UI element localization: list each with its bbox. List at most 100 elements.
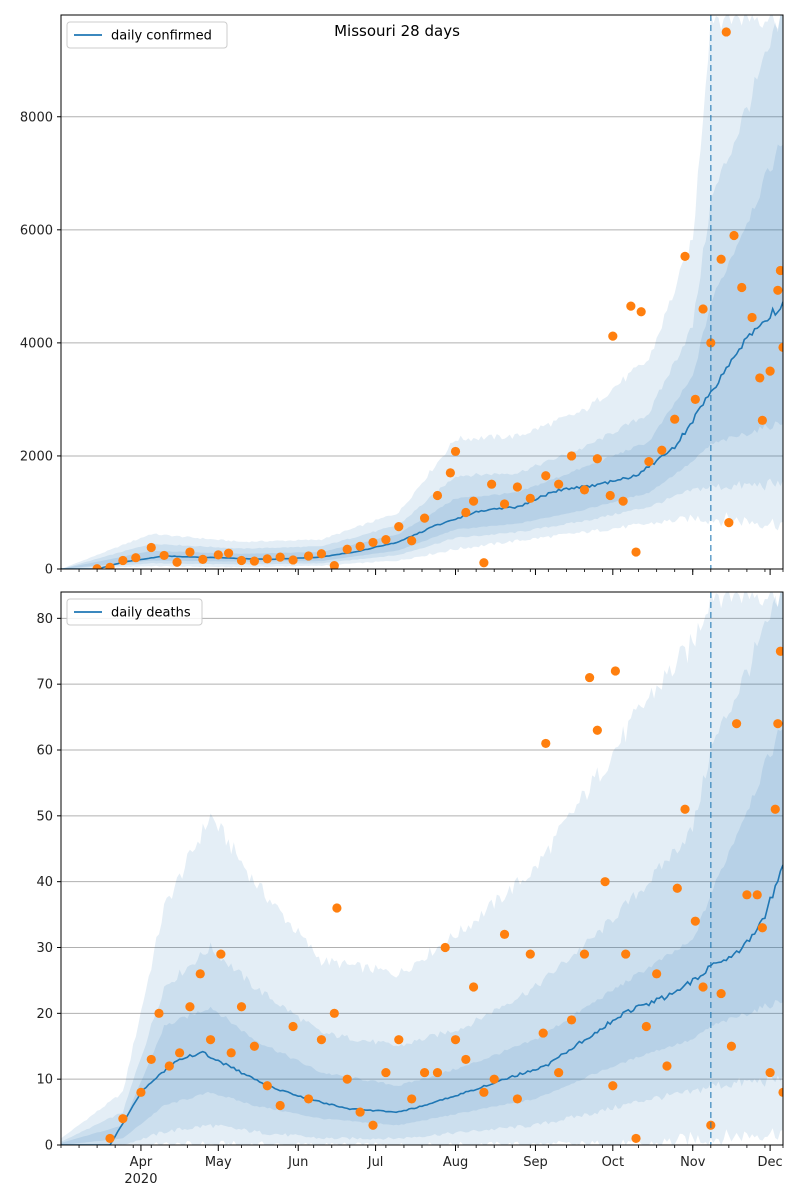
- data-point: [275, 1100, 285, 1111]
- data-point: [146, 1054, 156, 1065]
- data-point: [729, 230, 739, 241]
- data-point: [538, 1028, 548, 1038]
- uncertainty-band-outer: [61, 15, 783, 569]
- x-tick-label: Jun: [287, 1155, 308, 1170]
- data-point: [652, 969, 662, 979]
- data-point: [626, 301, 636, 311]
- data-point: [724, 518, 734, 528]
- data-point: [775, 646, 783, 656]
- data-point: [450, 1035, 461, 1045]
- data-point: [249, 1041, 259, 1051]
- data-point: [432, 490, 443, 501]
- data-point: [765, 1067, 775, 1078]
- data-point: [205, 1035, 216, 1045]
- y-tick-label: 8000: [20, 110, 53, 125]
- plot-area: [61, 592, 783, 1145]
- data-point: [329, 561, 339, 569]
- data-point: [172, 557, 182, 567]
- data-point: [742, 890, 752, 900]
- data-point: [92, 564, 102, 569]
- data-point: [236, 1002, 247, 1012]
- data-point: [636, 307, 646, 317]
- data-point: [262, 554, 272, 564]
- data-point: [592, 725, 602, 735]
- deaths-panel: 0 10 20 30 40 50 60 70 80 Apr May Jun Jul Aug Sep Oct No…: [36, 591, 784, 1187]
- data-point: [554, 479, 564, 489]
- chart-title: Missouri 28 days: [334, 22, 460, 40]
- data-point: [440, 942, 450, 953]
- data-point: [757, 415, 767, 425]
- x-tick-label: Aug: [443, 1155, 468, 1170]
- data-point: [407, 1094, 417, 1104]
- y-tick-label: 70: [36, 678, 53, 693]
- data-point: [605, 490, 615, 501]
- y-tick-label: 4000: [20, 336, 53, 351]
- data-point: [342, 1074, 352, 1084]
- data-point: [288, 1021, 298, 1032]
- data-point: [316, 549, 327, 559]
- data-point: [136, 1087, 146, 1097]
- data-point: [175, 1048, 185, 1058]
- data-point: [554, 1067, 564, 1078]
- data-point: [525, 493, 535, 503]
- data-point: [262, 1081, 272, 1091]
- data-point: [726, 1041, 737, 1051]
- data-point: [303, 551, 314, 561]
- data-point: [631, 1133, 641, 1144]
- data-point: [419, 1067, 430, 1078]
- data-point: [468, 982, 479, 992]
- y-tick-label: 0: [45, 1139, 53, 1154]
- data-point: [541, 471, 551, 481]
- data-point: [342, 544, 352, 554]
- data-point: [499, 929, 510, 939]
- data-point: [355, 1107, 365, 1117]
- data-point: [770, 804, 780, 814]
- data-point: [329, 1008, 339, 1018]
- data-point: [105, 1133, 115, 1144]
- data-point: [752, 890, 762, 900]
- data-point: [579, 949, 590, 959]
- data-point: [641, 1021, 651, 1032]
- data-point: [185, 547, 195, 557]
- data-point: [731, 719, 742, 729]
- data-point: [489, 1074, 499, 1084]
- data-point: [525, 949, 535, 959]
- data-point: [226, 1048, 236, 1058]
- data-point: [224, 548, 234, 558]
- data-point: [213, 550, 223, 560]
- data-point: [610, 666, 620, 676]
- legend-label: daily deaths: [111, 606, 191, 621]
- data-point: [249, 556, 259, 566]
- data-point: [131, 553, 141, 563]
- data-point: [368, 537, 378, 548]
- data-point: [164, 1061, 174, 1071]
- x-tick-label: Nov: [680, 1155, 706, 1170]
- data-point: [778, 1087, 783, 1097]
- data-point: [618, 496, 628, 506]
- data-point: [690, 394, 700, 405]
- data-point: [621, 949, 631, 959]
- data-point: [716, 988, 726, 999]
- data-point: [118, 1114, 128, 1124]
- data-point: [355, 541, 365, 551]
- x-tick-label: May: [205, 1155, 232, 1170]
- data-point: [512, 482, 523, 492]
- data-point: [698, 304, 708, 314]
- data-point: [698, 982, 708, 992]
- y-tick-label: 30: [36, 941, 53, 956]
- data-point: [368, 1120, 378, 1130]
- data-point: [721, 27, 731, 37]
- data-point: [432, 1067, 443, 1078]
- data-point: [680, 804, 690, 814]
- data-point: [105, 562, 115, 569]
- data-point: [737, 282, 747, 293]
- data-point: [608, 1081, 618, 1091]
- data-point: [461, 1054, 471, 1065]
- data-point: [600, 877, 610, 887]
- data-point: [662, 1061, 672, 1071]
- y-tick-label: 20: [36, 1007, 53, 1022]
- data-point: [487, 479, 497, 489]
- data-point: [394, 522, 404, 532]
- data-point: [275, 552, 285, 562]
